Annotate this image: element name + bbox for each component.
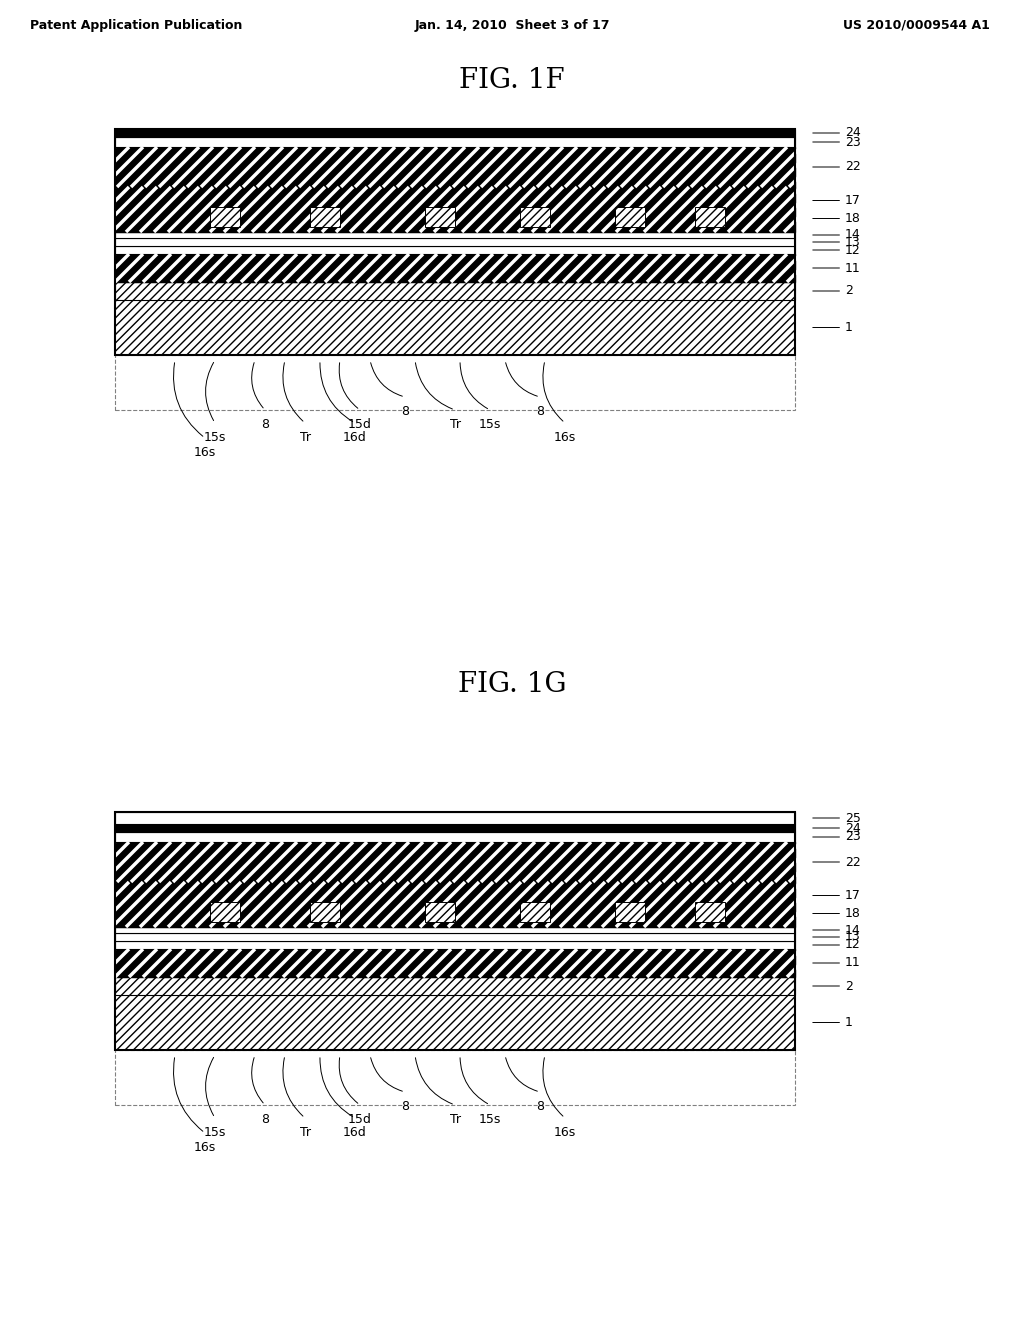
Bar: [115, 933, 795, 941]
Bar: [115, 824, 795, 832]
Text: 16s: 16s: [554, 1126, 577, 1139]
Bar: [615, 902, 645, 921]
Text: Tr: Tr: [299, 432, 310, 444]
Text: 15s: 15s: [479, 418, 501, 432]
Text: 8: 8: [536, 1100, 544, 1113]
Text: 23: 23: [813, 136, 861, 149]
Bar: [115, 355, 795, 411]
Bar: [210, 207, 240, 227]
Text: 14: 14: [813, 924, 861, 936]
Bar: [615, 902, 645, 921]
Text: 8: 8: [261, 1113, 269, 1126]
Bar: [310, 207, 340, 227]
Text: 24: 24: [813, 127, 861, 140]
Bar: [520, 207, 550, 227]
Text: 15d: 15d: [348, 418, 372, 432]
Text: 11: 11: [813, 957, 861, 969]
Text: 16s: 16s: [194, 1140, 216, 1154]
Text: 23: 23: [813, 830, 861, 843]
Text: 8: 8: [401, 405, 409, 418]
Text: 17: 17: [813, 888, 861, 902]
Bar: [115, 977, 795, 995]
Text: 8: 8: [261, 418, 269, 432]
Text: 16s: 16s: [554, 432, 577, 444]
Bar: [115, 927, 795, 933]
Bar: [520, 207, 550, 227]
Text: 14: 14: [813, 228, 861, 242]
Text: 12: 12: [813, 939, 861, 952]
Bar: [115, 238, 795, 246]
Bar: [115, 882, 795, 927]
Bar: [210, 902, 240, 921]
Text: 11: 11: [813, 261, 861, 275]
Bar: [310, 207, 340, 227]
Text: US 2010/0009544 A1: US 2010/0009544 A1: [843, 18, 990, 32]
Bar: [210, 902, 240, 921]
Text: 15s: 15s: [204, 1126, 226, 1139]
Text: 8: 8: [536, 405, 544, 418]
Text: FIG. 1F: FIG. 1F: [459, 66, 565, 94]
Bar: [310, 902, 340, 921]
Bar: [425, 902, 455, 921]
Bar: [115, 147, 795, 187]
Text: 16d: 16d: [343, 1126, 367, 1139]
Text: 15s: 15s: [204, 432, 226, 444]
Bar: [115, 995, 795, 1049]
Text: 22: 22: [813, 855, 861, 869]
Bar: [115, 941, 795, 949]
Text: FIG. 1G: FIG. 1G: [458, 672, 566, 698]
Bar: [115, 253, 795, 282]
Bar: [695, 207, 725, 227]
Bar: [425, 207, 455, 227]
Bar: [695, 902, 725, 921]
Bar: [115, 812, 795, 824]
Text: Tr: Tr: [299, 1126, 310, 1139]
Text: 16d: 16d: [343, 432, 367, 444]
Text: Patent Application Publication: Patent Application Publication: [30, 18, 243, 32]
Text: 1: 1: [813, 1016, 853, 1030]
Bar: [115, 232, 795, 238]
Bar: [115, 187, 795, 232]
Text: 18: 18: [813, 213, 861, 224]
Bar: [115, 1049, 795, 1105]
Bar: [115, 842, 795, 882]
Text: 15d: 15d: [348, 1113, 372, 1126]
Bar: [615, 207, 645, 227]
Bar: [310, 902, 340, 921]
Bar: [115, 949, 795, 977]
Bar: [115, 129, 795, 137]
Text: 13: 13: [813, 931, 861, 944]
Text: 15s: 15s: [479, 1113, 501, 1126]
Text: 18: 18: [813, 907, 861, 920]
Text: 13: 13: [813, 235, 861, 248]
Text: 1: 1: [813, 321, 853, 334]
Text: 24: 24: [813, 821, 861, 834]
Text: Tr: Tr: [450, 1113, 461, 1126]
Text: 16s: 16s: [194, 446, 216, 459]
Bar: [115, 246, 795, 253]
Text: 2: 2: [813, 979, 853, 993]
Bar: [115, 812, 795, 1049]
Bar: [115, 129, 795, 355]
Text: 25: 25: [813, 812, 861, 825]
Text: 22: 22: [813, 161, 861, 173]
Bar: [115, 832, 795, 842]
Text: Jan. 14, 2010  Sheet 3 of 17: Jan. 14, 2010 Sheet 3 of 17: [415, 18, 609, 32]
Bar: [615, 207, 645, 227]
Bar: [520, 902, 550, 921]
Bar: [425, 207, 455, 227]
Text: Tr: Tr: [450, 418, 461, 432]
Bar: [115, 282, 795, 300]
Bar: [695, 207, 725, 227]
Text: 12: 12: [813, 243, 861, 256]
Text: 17: 17: [813, 194, 861, 207]
Bar: [115, 137, 795, 147]
Bar: [210, 207, 240, 227]
Text: 2: 2: [813, 285, 853, 297]
Bar: [695, 902, 725, 921]
Bar: [425, 902, 455, 921]
Text: 8: 8: [401, 1100, 409, 1113]
Bar: [520, 902, 550, 921]
Bar: [115, 300, 795, 355]
